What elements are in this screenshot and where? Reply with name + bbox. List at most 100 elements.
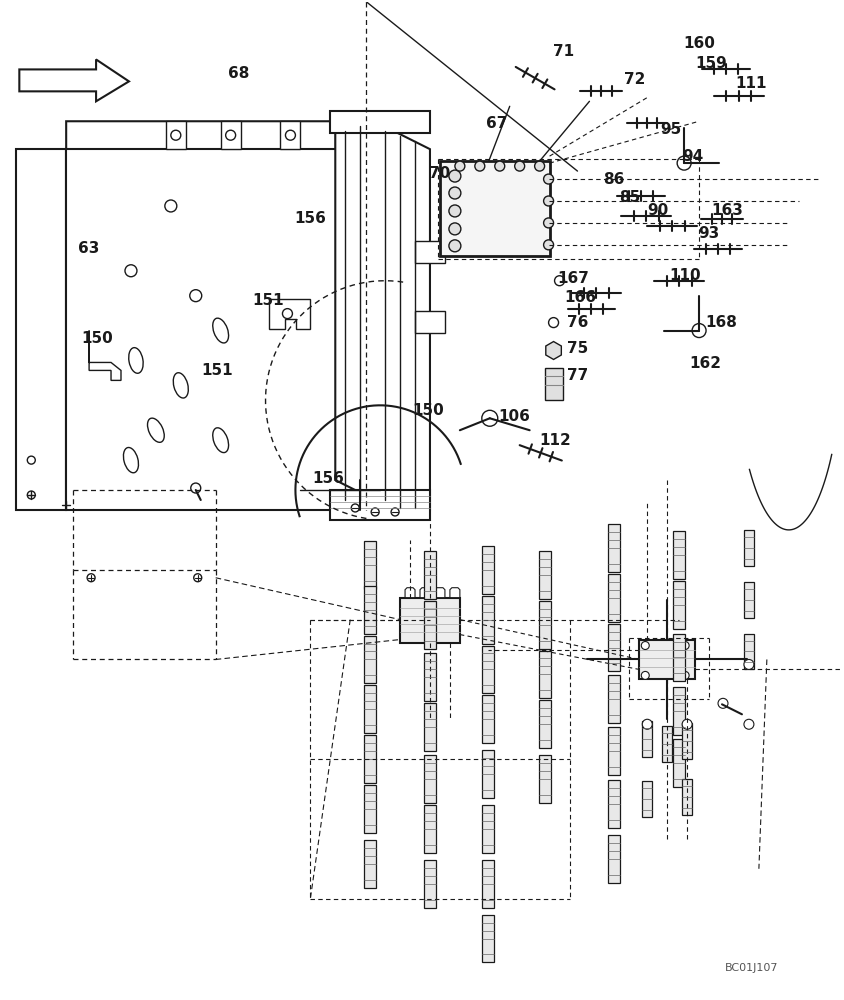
Circle shape (351, 504, 360, 512)
Text: 90: 90 (647, 203, 668, 218)
Text: 110: 110 (669, 268, 701, 283)
Text: 150: 150 (412, 403, 444, 418)
Circle shape (225, 130, 235, 140)
Circle shape (641, 642, 649, 650)
Polygon shape (268, 299, 311, 329)
Circle shape (549, 318, 559, 328)
Circle shape (170, 130, 181, 140)
Text: 160: 160 (683, 36, 715, 51)
Circle shape (744, 659, 754, 669)
Bar (335, 121, 355, 149)
Bar (674, 634, 685, 681)
Circle shape (194, 574, 202, 582)
Circle shape (391, 508, 399, 516)
Circle shape (449, 170, 461, 182)
Bar (424, 653, 436, 701)
Circle shape (681, 671, 689, 679)
Circle shape (449, 205, 461, 217)
Bar (609, 574, 620, 622)
Bar (639, 640, 695, 679)
Text: 166: 166 (565, 290, 597, 305)
Bar (415, 311, 445, 333)
Circle shape (641, 671, 649, 679)
Bar (642, 721, 652, 757)
Text: 68: 68 (228, 66, 249, 81)
Text: 71: 71 (553, 44, 574, 59)
Text: 163: 163 (711, 203, 743, 218)
Bar (365, 636, 376, 683)
Circle shape (515, 161, 525, 171)
Bar (365, 586, 376, 634)
Text: 67: 67 (486, 116, 507, 131)
Bar (744, 582, 754, 618)
Bar (424, 601, 436, 649)
Polygon shape (335, 119, 430, 510)
Text: 112: 112 (539, 433, 571, 448)
Bar (424, 703, 436, 751)
Bar (744, 634, 754, 669)
Text: 151: 151 (201, 363, 232, 378)
Polygon shape (66, 119, 376, 176)
Text: 76: 76 (567, 315, 588, 330)
Bar (482, 915, 494, 962)
Bar (365, 735, 376, 783)
Bar (674, 687, 685, 735)
Circle shape (677, 156, 691, 170)
Text: 111: 111 (735, 76, 766, 91)
Text: 156: 156 (312, 471, 344, 486)
Circle shape (449, 223, 461, 235)
Bar (538, 651, 550, 698)
Circle shape (455, 161, 465, 171)
Bar (538, 551, 550, 599)
Bar (330, 111, 430, 133)
Circle shape (482, 410, 498, 426)
Bar (482, 596, 494, 644)
Text: 156: 156 (295, 211, 327, 226)
Polygon shape (435, 588, 445, 598)
Circle shape (642, 719, 652, 729)
Bar (538, 601, 550, 649)
Bar (674, 581, 685, 629)
Text: 70: 70 (430, 166, 451, 181)
Circle shape (692, 324, 706, 338)
Bar (682, 779, 692, 815)
Text: 63: 63 (78, 241, 100, 256)
Circle shape (682, 719, 692, 729)
Polygon shape (66, 149, 371, 510)
Bar (482, 805, 494, 853)
Text: 72: 72 (624, 72, 645, 87)
Bar (538, 700, 550, 748)
Bar (682, 723, 692, 759)
Polygon shape (16, 149, 66, 510)
Circle shape (495, 161, 505, 171)
Circle shape (744, 719, 754, 729)
Text: 168: 168 (705, 315, 737, 330)
Text: 167: 167 (558, 271, 589, 286)
Polygon shape (420, 588, 430, 598)
Text: 95: 95 (661, 122, 682, 137)
Circle shape (544, 218, 554, 228)
Bar (482, 546, 494, 594)
Text: 106: 106 (499, 409, 531, 424)
Text: 93: 93 (699, 226, 720, 241)
Bar (482, 860, 494, 908)
Bar (674, 739, 685, 787)
Bar (609, 524, 620, 572)
Bar (415, 241, 445, 263)
Bar (440, 161, 549, 256)
Text: 159: 159 (695, 56, 727, 71)
Polygon shape (450, 588, 460, 598)
Circle shape (449, 240, 461, 252)
Polygon shape (89, 331, 121, 380)
Text: 75: 75 (567, 341, 588, 356)
Circle shape (285, 130, 295, 140)
Bar (544, 368, 563, 400)
Bar (642, 781, 652, 817)
Bar (482, 695, 494, 743)
Circle shape (87, 574, 95, 582)
Circle shape (340, 130, 350, 140)
Circle shape (555, 276, 565, 286)
Polygon shape (19, 59, 129, 101)
Circle shape (475, 161, 484, 171)
Bar (424, 755, 436, 803)
